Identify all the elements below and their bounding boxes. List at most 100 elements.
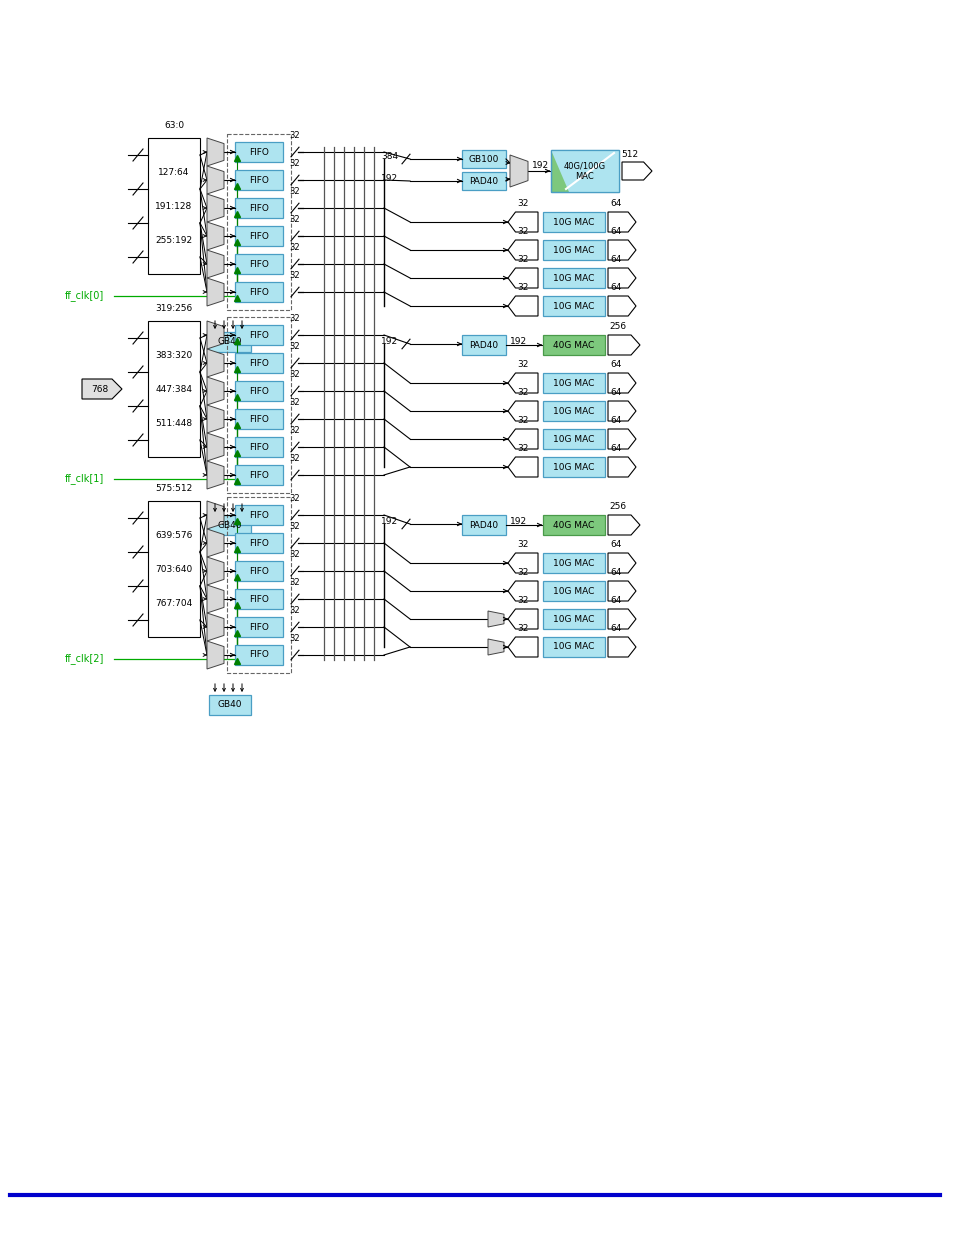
Bar bbox=[234, 142, 283, 162]
Polygon shape bbox=[207, 377, 224, 405]
Bar bbox=[234, 505, 283, 525]
Polygon shape bbox=[607, 373, 636, 393]
Bar bbox=[209, 695, 251, 715]
Bar bbox=[542, 553, 604, 573]
Text: ff_clk[0]: ff_clk[0] bbox=[65, 290, 104, 301]
Polygon shape bbox=[207, 222, 224, 249]
Polygon shape bbox=[507, 637, 537, 657]
Text: 767:704: 767:704 bbox=[155, 599, 193, 608]
Text: GB40: GB40 bbox=[217, 700, 242, 709]
Text: 384: 384 bbox=[380, 152, 397, 161]
Text: 32: 32 bbox=[290, 314, 300, 324]
Text: 447:384: 447:384 bbox=[155, 385, 193, 394]
Bar bbox=[227, 317, 291, 493]
Text: FIFO: FIFO bbox=[249, 175, 269, 184]
Polygon shape bbox=[607, 457, 636, 477]
Polygon shape bbox=[207, 529, 224, 557]
Bar bbox=[234, 534, 283, 553]
Bar bbox=[542, 296, 604, 316]
Text: 32: 32 bbox=[290, 131, 300, 140]
Text: 64: 64 bbox=[610, 283, 621, 291]
Polygon shape bbox=[82, 379, 122, 399]
Text: FIFO: FIFO bbox=[249, 471, 269, 479]
Text: 768: 768 bbox=[91, 384, 109, 394]
Text: FIFO: FIFO bbox=[249, 538, 269, 547]
Text: 64: 64 bbox=[610, 624, 621, 634]
Polygon shape bbox=[507, 296, 537, 316]
Bar bbox=[234, 282, 283, 303]
Polygon shape bbox=[621, 162, 651, 180]
Text: 32: 32 bbox=[517, 568, 528, 577]
Polygon shape bbox=[507, 268, 537, 288]
Text: 10G MAC: 10G MAC bbox=[553, 378, 594, 388]
Text: 32: 32 bbox=[290, 243, 300, 252]
Polygon shape bbox=[207, 433, 224, 461]
Bar bbox=[234, 254, 283, 274]
Polygon shape bbox=[207, 557, 224, 585]
Bar bbox=[148, 501, 200, 637]
Polygon shape bbox=[607, 296, 636, 316]
Polygon shape bbox=[507, 457, 537, 477]
Text: 32: 32 bbox=[290, 426, 300, 435]
Bar bbox=[234, 170, 283, 190]
Bar bbox=[234, 589, 283, 609]
Bar bbox=[227, 135, 291, 310]
Bar bbox=[542, 609, 604, 629]
Text: 64: 64 bbox=[610, 359, 621, 369]
Bar bbox=[234, 226, 283, 246]
Text: 32: 32 bbox=[290, 186, 300, 196]
Bar bbox=[551, 149, 618, 191]
Polygon shape bbox=[607, 637, 636, 657]
Text: 256: 256 bbox=[609, 322, 626, 331]
Polygon shape bbox=[607, 609, 636, 629]
Polygon shape bbox=[207, 249, 224, 278]
Text: 192: 192 bbox=[380, 516, 397, 526]
Polygon shape bbox=[207, 613, 224, 641]
Bar bbox=[461, 149, 505, 168]
Text: 32: 32 bbox=[290, 550, 300, 559]
Bar bbox=[542, 457, 604, 477]
Polygon shape bbox=[507, 553, 537, 573]
Polygon shape bbox=[207, 138, 224, 165]
Polygon shape bbox=[607, 240, 636, 261]
Text: FIFO: FIFO bbox=[249, 510, 269, 520]
Text: 64: 64 bbox=[610, 227, 621, 236]
Text: 64: 64 bbox=[610, 388, 621, 396]
Bar bbox=[148, 138, 200, 274]
Text: 10G MAC: 10G MAC bbox=[553, 246, 594, 254]
Bar bbox=[542, 373, 604, 393]
Text: PAD40: PAD40 bbox=[469, 177, 498, 185]
Polygon shape bbox=[207, 165, 224, 194]
Text: ff_clk[1]: ff_clk[1] bbox=[65, 473, 104, 484]
Text: 40G/100G
MAC: 40G/100G MAC bbox=[563, 162, 605, 180]
Text: 127:64: 127:64 bbox=[158, 168, 190, 177]
Text: 10G MAC: 10G MAC bbox=[553, 558, 594, 568]
Bar bbox=[542, 515, 604, 535]
Text: 256: 256 bbox=[609, 501, 626, 511]
Text: 32: 32 bbox=[517, 597, 528, 605]
Polygon shape bbox=[207, 321, 224, 350]
Bar bbox=[234, 645, 283, 664]
Text: FIFO: FIFO bbox=[249, 567, 269, 576]
Text: FIFO: FIFO bbox=[249, 594, 269, 604]
Text: 40G MAC: 40G MAC bbox=[553, 520, 594, 530]
Polygon shape bbox=[607, 429, 636, 450]
Bar bbox=[542, 637, 604, 657]
Polygon shape bbox=[607, 553, 636, 573]
Text: 383:320: 383:320 bbox=[155, 351, 193, 359]
Bar bbox=[234, 437, 283, 457]
Text: 64: 64 bbox=[610, 254, 621, 264]
Text: 32: 32 bbox=[517, 388, 528, 396]
Text: PAD40: PAD40 bbox=[469, 341, 498, 350]
Text: 32: 32 bbox=[517, 416, 528, 425]
Text: 32: 32 bbox=[290, 634, 300, 643]
Text: 32: 32 bbox=[290, 578, 300, 587]
Bar bbox=[461, 335, 505, 354]
Polygon shape bbox=[510, 156, 527, 186]
Text: 192: 192 bbox=[532, 161, 549, 169]
Polygon shape bbox=[507, 401, 537, 421]
Text: 32: 32 bbox=[517, 199, 528, 207]
Text: 32: 32 bbox=[517, 227, 528, 236]
Bar bbox=[209, 332, 251, 352]
Polygon shape bbox=[207, 405, 224, 433]
